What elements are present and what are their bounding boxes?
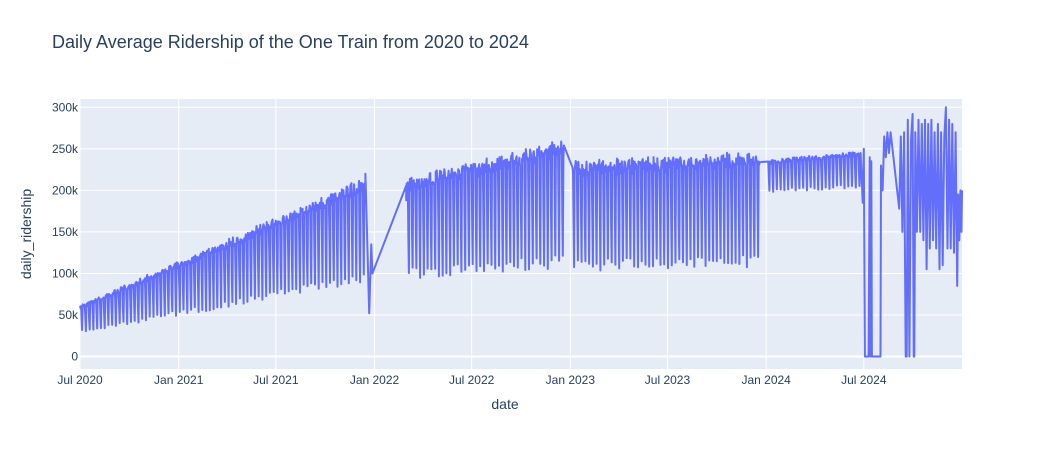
y-tick-label: 200k (52, 183, 79, 197)
x-tick-label: Jul 2021 (253, 373, 299, 387)
series-line-daily-ridership (79, 106, 963, 358)
y-axis-title: daily_ridership (18, 188, 34, 280)
x-tick-label: Jan 2021 (154, 373, 204, 387)
y-tick-labels: 0 50k 100k 150k 200k 250k 300k (52, 100, 79, 363)
x-tick-label: Jul 2024 (841, 373, 887, 387)
x-axis-title: date (491, 396, 519, 412)
series-layer (79, 106, 963, 358)
y-tick-label: 250k (52, 142, 79, 156)
x-tick-label: Jan 2022 (350, 373, 400, 387)
x-tick-label: Jul 2023 (645, 373, 691, 387)
x-tick-label: Jan 2024 (741, 373, 791, 387)
x-tick-label: Jan 2023 (546, 373, 596, 387)
x-tick-label: Jul 2022 (449, 373, 495, 387)
y-tick-label: 100k (52, 266, 79, 280)
y-tick-label: 0 (71, 350, 78, 364)
y-tick-label: 50k (59, 308, 79, 322)
y-tick-label: 150k (52, 225, 79, 239)
x-tick-labels: Jul 2020 Jan 2021 Jul 2021 Jan 2022 Jul 2022… (57, 373, 887, 387)
chart-title: Daily Average Ridership of the One Train… (52, 32, 529, 52)
y-tick-label: 300k (52, 100, 79, 114)
x-tick-label: Jul 2020 (57, 373, 103, 387)
